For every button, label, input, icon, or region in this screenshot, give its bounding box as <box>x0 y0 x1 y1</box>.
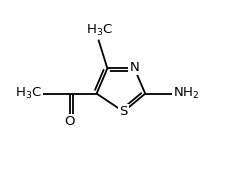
Text: N: N <box>130 61 139 74</box>
Text: NH$_2$: NH$_2$ <box>173 86 199 101</box>
Text: S: S <box>120 105 128 118</box>
Text: H$_3$C: H$_3$C <box>15 86 42 101</box>
Text: O: O <box>64 115 75 128</box>
Text: H$_3$C: H$_3$C <box>86 23 113 38</box>
